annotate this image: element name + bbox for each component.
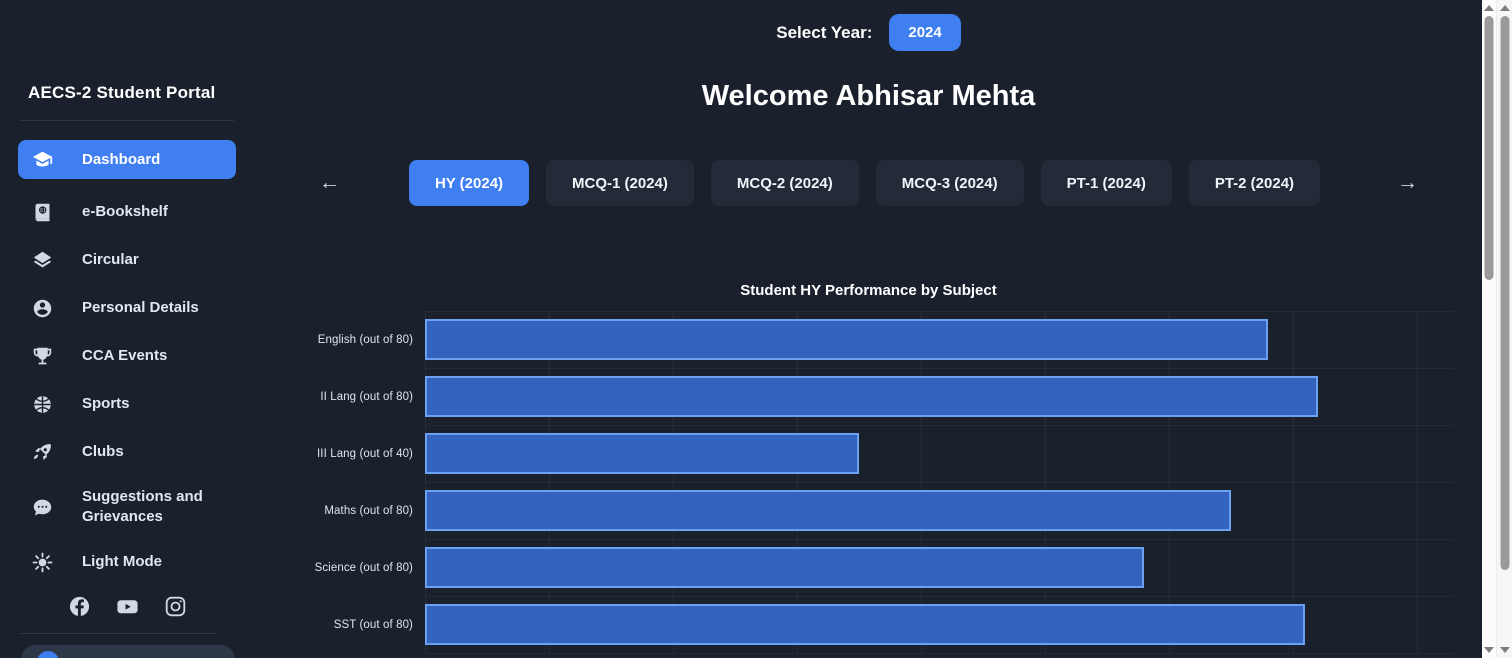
- sidebar-item-light-mode[interactable]: Light Mode: [18, 538, 236, 586]
- bar[interactable]: [425, 604, 1306, 645]
- sidebar-item-label: Dashboard: [82, 150, 161, 168]
- scrollbar-thumb[interactable]: [1484, 16, 1494, 280]
- sidebar-divider: [20, 120, 234, 121]
- tab-mcq3[interactable]: MCQ-3 (2024): [875, 160, 1024, 206]
- bar-label: Science (out of 80): [314, 561, 413, 574]
- bar[interactable]: [425, 547, 1145, 588]
- facebook-icon[interactable]: [68, 595, 91, 623]
- portal-title: AECS-2 Student Portal: [28, 83, 216, 102]
- sidebar-item-label: Sports: [82, 395, 130, 412]
- graduation-cap-icon: [32, 149, 53, 170]
- sidebar-item-label: Suggestions and Grievances: [82, 488, 203, 525]
- chart-row: English (out of 80): [236, 311, 1455, 368]
- chart-row: III Lang (out of 40): [236, 425, 1455, 482]
- bar-track: [425, 539, 1455, 596]
- sidebar-item-suggestions[interactable]: Suggestions and Grievances: [18, 476, 236, 538]
- tab-pt1[interactable]: PT-1 (2024): [1040, 160, 1172, 206]
- scroll-up-icon[interactable]: [1484, 5, 1494, 11]
- sidebar-item-label: e-Bookshelf: [82, 203, 168, 220]
- main-content: Select Year: 2024 Welcome Abhisar Mehta …: [236, 0, 1482, 658]
- page-scrollbar[interactable]: [1482, 0, 1496, 658]
- chart-title: Student HY Performance by Subject: [740, 282, 997, 299]
- page-title: Welcome Abhisar Mehta: [701, 80, 1036, 112]
- chat-dots-icon: [32, 497, 53, 518]
- layers-icon: [32, 250, 53, 271]
- next-arrow-icon[interactable]: →: [1397, 171, 1419, 194]
- prev-arrow-icon[interactable]: ←: [318, 171, 340, 194]
- scroll-down-icon[interactable]: [1484, 647, 1494, 653]
- performance-bar-chart: English (out of 80) II Lang (out of 80) …: [236, 311, 1455, 658]
- sidebar-item-label: Circular: [82, 251, 139, 268]
- sidebar-item-sports[interactable]: Sports: [18, 380, 236, 428]
- bar-label: Maths (out of 80): [324, 504, 413, 517]
- chart-row: Science (out of 80): [236, 539, 1455, 596]
- sidebar-divider: [20, 633, 216, 634]
- youtube-icon[interactable]: [116, 595, 139, 623]
- person-circle-icon: [32, 298, 53, 319]
- scrollbar-thumb[interactable]: [1500, 16, 1509, 570]
- scroll-up-icon[interactable]: [1499, 5, 1510, 11]
- bar-track: [425, 482, 1455, 539]
- sun-icon: [32, 552, 53, 573]
- sidebar-item-label: CCA Events: [82, 347, 168, 364]
- year-button[interactable]: 2024: [889, 14, 961, 51]
- sidebar-menu: Dashboard e-Bookshelf Circular: [18, 140, 236, 586]
- exam-tabs: ← HY (2024) MCQ-1 (2024) MCQ-2 (2024) MC…: [236, 160, 1482, 206]
- bar-track: [425, 368, 1455, 425]
- instagram-icon[interactable]: [164, 595, 187, 623]
- tab-mcq1[interactable]: MCQ-1 (2024): [546, 160, 694, 206]
- bar[interactable]: [425, 376, 1318, 417]
- bar[interactable]: [425, 490, 1231, 531]
- bar-label: English (out of 80): [317, 333, 413, 346]
- tab-mcq2[interactable]: MCQ-2 (2024): [710, 160, 859, 206]
- bar-track: [425, 425, 1455, 482]
- tab-hy[interactable]: HY (2024): [408, 160, 530, 206]
- sidebar-item-dashboard[interactable]: Dashboard: [18, 140, 236, 179]
- sidebar-item-label: Clubs: [82, 443, 124, 460]
- chart-row: II Lang (out of 80): [236, 368, 1455, 425]
- select-year-label: Select Year:: [776, 22, 873, 42]
- basketball-icon: [32, 394, 53, 415]
- bar-label: II Lang (out of 80): [320, 390, 413, 403]
- trophy-icon: [32, 346, 53, 367]
- sidebar-item-personal-details[interactable]: Personal Details: [18, 284, 236, 332]
- bar-label: SST (out of 80): [333, 618, 413, 631]
- avatar: [37, 651, 59, 658]
- sidebar-item-cca-events[interactable]: CCA Events: [18, 332, 236, 380]
- sidebar-bottom-card[interactable]: [21, 645, 235, 658]
- bar[interactable]: [425, 433, 859, 474]
- tab-pt2[interactable]: PT-2 (2024): [1188, 160, 1321, 206]
- browser-scrollbar[interactable]: [1496, 0, 1512, 658]
- bar[interactable]: [425, 319, 1269, 360]
- rocket-icon: [32, 442, 53, 463]
- bar-track: [425, 311, 1455, 368]
- sidebar: AECS-2 Student Portal Dashboard e-Booksh…: [0, 0, 236, 658]
- sidebar-item-clubs[interactable]: Clubs: [18, 428, 236, 476]
- book-globe-icon: [32, 202, 53, 223]
- sidebar-item-label: Personal Details: [82, 299, 199, 316]
- sidebar-item-ebookshelf[interactable]: e-Bookshelf: [18, 188, 236, 236]
- sidebar-item-label: Light Mode: [82, 553, 162, 570]
- chart-row: Maths (out of 80): [236, 482, 1455, 539]
- social-links: [68, 595, 187, 623]
- sidebar-item-circular[interactable]: Circular: [18, 236, 236, 284]
- year-selector-row: Select Year: 2024: [236, 14, 1482, 51]
- chart-row: SST (out of 80): [236, 596, 1455, 653]
- bar-label: III Lang (out of 40): [317, 447, 413, 460]
- bar-track: [425, 596, 1455, 653]
- scroll-down-icon[interactable]: [1499, 647, 1510, 653]
